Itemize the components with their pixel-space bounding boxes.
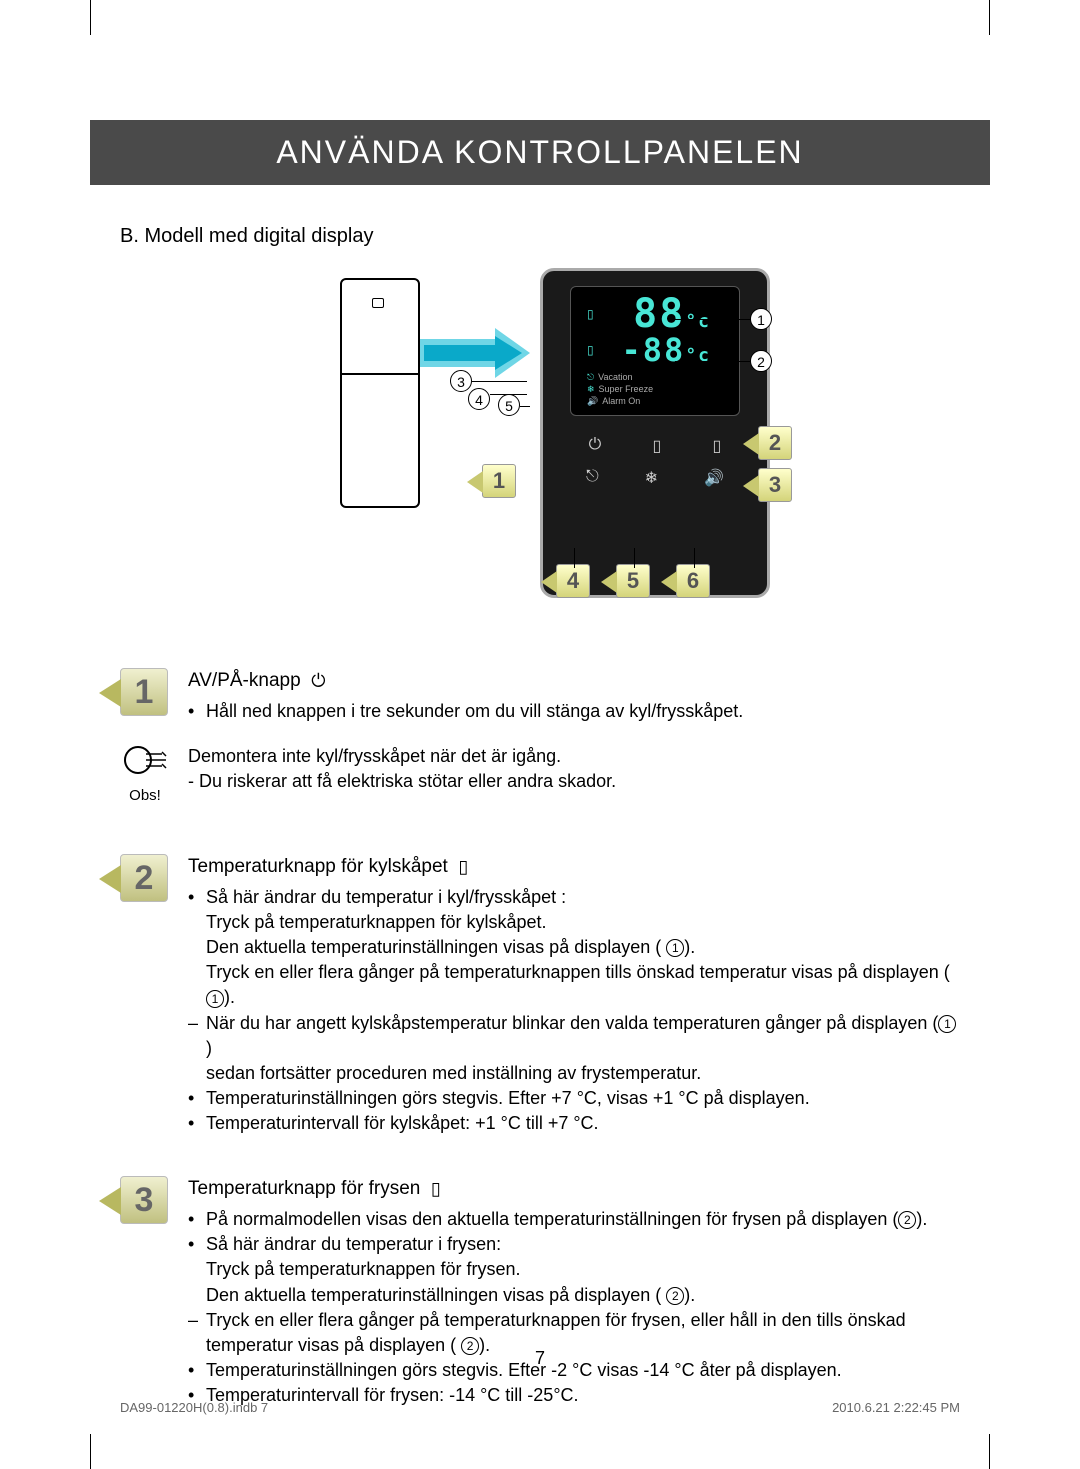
sec3-b2: Så här ändrar du temperatur i frysen:: [206, 1232, 501, 1257]
sec2-s3: Tryck en eller flera gånger på temperatu…: [206, 960, 960, 1010]
badge-6: 6: [676, 564, 710, 598]
sub-heading: B. Modell med digital display: [120, 225, 990, 248]
badge-1: 1: [482, 464, 516, 498]
section-3-heading: Temperaturknapp för frysen ▯: [188, 1176, 960, 1203]
section-num-1: 1: [120, 668, 168, 716]
mode-list: ⎋Vacation ❄Super Freeze 🔊Alarm On: [587, 371, 729, 407]
superfreeze-button[interactable]: ❄: [645, 468, 658, 488]
power-icon: ⏻: [311, 670, 325, 690]
alarm-button[interactable]: 🔊: [704, 468, 724, 488]
sec2-b2: Temperaturinställningen görs stegvis. Ef…: [206, 1086, 810, 1111]
badge-2: 2: [758, 426, 792, 460]
footer: DA99-01220H(0.8).indb 7 2010.6.21 2:22:4…: [120, 1400, 960, 1415]
section-3: 3 Temperaturknapp för frysen ▯ •På norma…: [120, 1176, 960, 1408]
display: ▯ ▯ 88°c -88°c ⎋Vacation ❄Super Freeze 🔊…: [570, 286, 740, 416]
section-2-heading: Temperaturknapp för kylskåpet ▯: [188, 854, 960, 881]
section-1: 1 AV/PÅ-knapp ⏻ •Håll ned knappen i tre …: [120, 668, 960, 724]
sec2-b3: Temperaturintervall för kylskåpet: +1 °C…: [206, 1111, 599, 1136]
callout-5: 5: [498, 394, 520, 416]
note-label: Obs!: [120, 785, 170, 806]
badge-3: 3: [758, 468, 792, 502]
section-1-bullet: •Håll ned knappen i tre sekunder om du v…: [188, 699, 960, 724]
note-icon: [122, 744, 168, 776]
button-row-2: ⎋ ❄ 🔊: [543, 468, 767, 488]
sec2-dash2: sedan fortsätter proceduren med inställn…: [206, 1061, 960, 1086]
sec3-dash: Tryck en eller flera gånger på temperatu…: [206, 1308, 906, 1333]
section-2: 2 Temperaturknapp för kylskåpet ▯ •Så hä…: [120, 854, 960, 1136]
badge-5: 5: [616, 564, 650, 598]
sec2-s2: Den aktuella temperaturinställningen vis…: [206, 935, 960, 960]
page-number: 7: [90, 1348, 990, 1369]
freezer-icon: ▯: [587, 343, 594, 357]
note-box: Obs! Demontera inte kyl/frysskåpet när d…: [120, 744, 960, 806]
sec3-s1: Tryck på temperaturknappen för frysen.: [206, 1257, 960, 1282]
note-line-2: - Du riskerar att få elektriska stötar e…: [188, 769, 616, 794]
power-button[interactable]: ⏻: [589, 436, 602, 456]
sec2-b1: Så här ändrar du temperatur i kyl/fryssk…: [206, 885, 566, 910]
freezer-button[interactable]: ▯: [713, 436, 722, 456]
sec2-dash: När du har angett kylskåpstemperatur bli…: [206, 1011, 960, 1061]
freezer-temp-icon: ▯: [431, 1179, 441, 1199]
callout-1: 1: [750, 308, 772, 330]
section-num-3: 3: [120, 1176, 168, 1224]
fridge-icon: ▯: [587, 307, 594, 321]
page-title: ANVÄNDA KONTROLLPANELEN: [90, 120, 990, 185]
arrow-icon: [420, 333, 530, 373]
vacation-button[interactable]: ⎋: [586, 468, 599, 488]
section-num-2: 2: [120, 854, 168, 902]
fridge-temp-icon: ▯: [458, 856, 468, 876]
footer-right: 2010.6.21 2:22:45 PM: [832, 1400, 960, 1415]
page: ANVÄNDA KONTROLLPANELEN B. Modell med di…: [90, 40, 990, 1429]
section-1-heading: AV/PÅ-knapp ⏻: [188, 668, 960, 695]
sec3-s2: Den aktuella temperaturinställningen vis…: [206, 1283, 960, 1308]
sec3-b1: På normalmodellen visas den aktuella tem…: [206, 1207, 927, 1232]
callout-4: 4: [468, 388, 490, 410]
footer-left: DA99-01220H(0.8).indb 7: [120, 1400, 268, 1415]
callout-3: 3: [450, 370, 472, 392]
button-row-1: ⏻ ▯ ▯: [543, 436, 767, 456]
sec2-s1: Tryck på temperaturknappen för kylskåpet…: [206, 910, 960, 935]
fridge-temp: 88°c: [571, 287, 739, 337]
fridge-button[interactable]: ▯: [653, 436, 662, 456]
callout-2: 2: [750, 350, 772, 372]
badge-4: 4: [556, 564, 590, 598]
diagram-area: ▯ ▯ 88°c -88°c ⎋Vacation ❄Super Freeze 🔊…: [190, 268, 890, 598]
note-line-1: Demontera inte kyl/frysskåpet när det är…: [188, 744, 616, 769]
freezer-temp: -88°c: [571, 331, 739, 369]
